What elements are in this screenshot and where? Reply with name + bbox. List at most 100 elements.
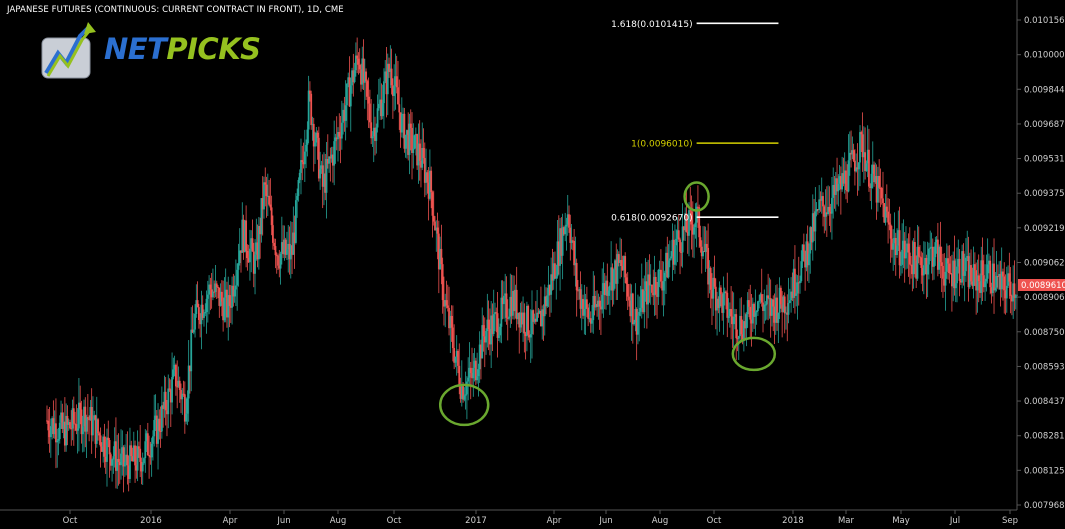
candle-body	[363, 71, 366, 83]
candle-body	[367, 96, 370, 104]
candle-body	[959, 280, 962, 283]
x-tick-label: Jul	[949, 516, 960, 526]
candle-body	[533, 318, 536, 322]
candle-body	[303, 151, 306, 165]
candle-body	[903, 240, 906, 259]
candle-body	[330, 154, 333, 159]
candle-body	[95, 419, 98, 444]
candle-body	[980, 260, 983, 293]
candle-body	[569, 227, 572, 243]
candle-body	[499, 326, 501, 336]
candle-body	[252, 251, 255, 274]
candle-body	[63, 421, 66, 446]
candle-body	[220, 291, 223, 302]
candle-body	[1005, 285, 1008, 299]
candle-body	[838, 176, 841, 184]
candle-body	[246, 251, 249, 259]
candle-body	[348, 77, 351, 107]
candle-body	[722, 293, 725, 313]
candle-body	[236, 269, 239, 286]
candle-body	[945, 258, 948, 272]
candle-body	[845, 170, 847, 191]
candle-body	[328, 156, 330, 164]
candle-body	[939, 246, 942, 263]
candle-body	[689, 210, 692, 212]
candle-body	[375, 127, 378, 141]
candle-body	[899, 264, 902, 266]
x-tick-label: May	[892, 516, 910, 526]
candle-body	[360, 69, 362, 85]
candle-body	[621, 266, 624, 271]
candle-body	[157, 418, 159, 444]
candle-body	[427, 182, 430, 199]
candle-body	[440, 248, 443, 265]
candle-body	[145, 433, 148, 442]
candle-body	[140, 461, 143, 472]
candle-body	[279, 253, 282, 269]
x-tick-label: 2017	[465, 516, 487, 526]
logo-wordmark: NETPICKS	[104, 32, 261, 66]
candle-body	[492, 314, 495, 335]
candle-body	[552, 263, 555, 281]
candle-body	[847, 160, 850, 192]
candle-body	[273, 242, 276, 247]
candle-body	[468, 367, 471, 378]
candle-body	[658, 269, 661, 271]
candle-body	[682, 226, 685, 231]
candle-body	[624, 256, 627, 278]
candle-body	[999, 273, 1002, 290]
candle-body	[698, 207, 701, 238]
candle-body	[556, 241, 559, 277]
candle-body	[782, 296, 785, 313]
candle-body	[129, 445, 131, 479]
candle-body	[708, 267, 711, 285]
candle-body	[979, 281, 981, 293]
candle-body	[986, 264, 989, 279]
candle-body	[527, 305, 530, 335]
candle-body	[610, 267, 613, 286]
candle-body	[160, 405, 163, 432]
candle-body	[283, 239, 286, 255]
candle-body	[393, 86, 396, 96]
candle-body	[550, 274, 553, 295]
candle-body	[875, 176, 878, 203]
candle-body	[397, 87, 399, 105]
candle-body	[954, 283, 957, 289]
candle-body	[111, 459, 113, 466]
candle-body	[985, 278, 988, 282]
candle-body	[254, 254, 256, 274]
candle-body	[796, 282, 799, 294]
candle-body	[78, 402, 80, 429]
candle-body	[517, 312, 519, 320]
candle-body	[406, 130, 408, 135]
candle-body	[713, 277, 716, 287]
candle-body	[326, 158, 329, 164]
candle-body	[481, 325, 484, 359]
candle-body	[596, 304, 598, 307]
last-price-badge: 0.0089610	[1018, 278, 1065, 291]
candle-body	[189, 365, 191, 372]
x-tick-label: Jun	[598, 516, 612, 526]
candle-body	[736, 338, 739, 340]
candle-body	[707, 247, 710, 285]
candle-body	[540, 310, 542, 327]
candle-body	[645, 281, 648, 305]
candle-body	[951, 273, 953, 287]
candle-body	[608, 285, 611, 291]
candle-body	[994, 287, 997, 291]
candle-body	[734, 314, 736, 317]
candle-body	[98, 433, 101, 436]
candle-body	[319, 168, 322, 179]
fib-level-label: 0.618(0.0092670)	[611, 214, 692, 224]
candle-body	[792, 268, 795, 298]
candle-body	[622, 256, 625, 271]
last-price-label: 0.0089610	[1021, 281, 1065, 291]
candle-body	[546, 295, 549, 307]
candle-body	[150, 443, 153, 458]
candle-body	[436, 227, 439, 234]
candle-body	[369, 103, 371, 123]
candle-body	[737, 336, 740, 339]
candle-body	[856, 167, 859, 170]
candle-body	[270, 207, 273, 226]
